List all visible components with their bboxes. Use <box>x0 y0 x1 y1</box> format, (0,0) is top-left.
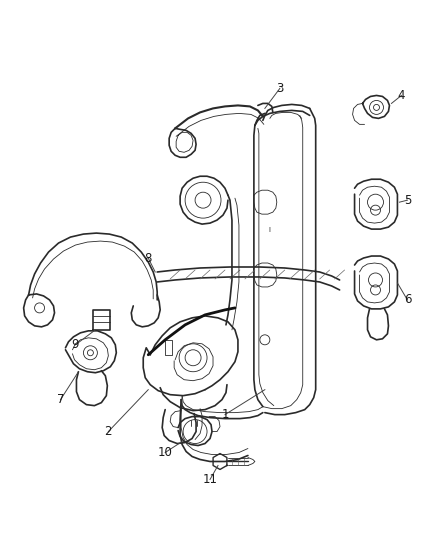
Text: 1: 1 <box>221 408 229 421</box>
Text: 8: 8 <box>145 252 152 264</box>
Text: 10: 10 <box>158 446 173 459</box>
Text: 11: 11 <box>202 473 218 486</box>
Text: 6: 6 <box>404 293 411 306</box>
Text: 3: 3 <box>276 82 283 95</box>
Text: 4: 4 <box>398 89 405 102</box>
Text: 2: 2 <box>105 425 112 438</box>
Text: 7: 7 <box>57 393 64 406</box>
Text: I: I <box>269 227 271 233</box>
Text: 9: 9 <box>72 338 79 351</box>
Text: 5: 5 <box>404 193 411 207</box>
